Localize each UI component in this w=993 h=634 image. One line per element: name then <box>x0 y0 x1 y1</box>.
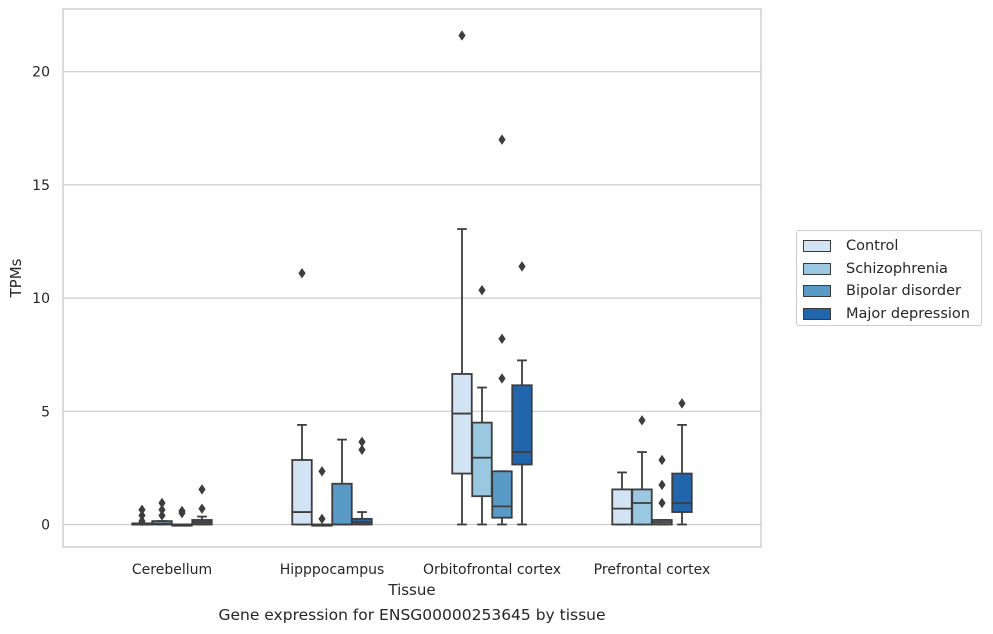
outlier-point <box>658 454 666 466</box>
box-2-3 <box>511 261 533 526</box>
outlier-point <box>298 267 306 279</box>
legend-label: Bipolar disorder <box>846 283 961 300</box>
outlier-point <box>158 497 166 509</box>
y-tick-labels: 0 5 10 15 20 <box>32 65 50 534</box>
box-0-1 <box>151 497 173 526</box>
box-iqr <box>611 488 633 526</box>
box-iqr <box>631 488 653 526</box>
box-3-3 <box>671 398 693 526</box>
legend-swatch <box>803 240 831 253</box>
outlier-point <box>158 504 166 515</box>
legend: Control Schizophrenia Bipolar disorder M… <box>796 230 982 326</box>
x-tick-labels: Cerebellum Hipppocampus Orbitofrontal cort… <box>132 562 710 578</box>
box-iqr <box>671 472 693 513</box>
legend-item-bipolar-disorder: Bipolar disorder <box>803 280 975 303</box>
outlier-point <box>158 510 166 521</box>
x-tick-label: Prefrontal cortex <box>594 562 711 578</box>
outlier-point <box>358 444 366 455</box>
box-iqr <box>291 459 313 526</box>
box-0-0 <box>131 504 153 527</box>
legend-swatch <box>803 262 831 275</box>
y-tick-label: 15 <box>32 178 50 194</box>
outlier-point <box>658 497 666 509</box>
outlier-point <box>318 513 326 525</box>
y-tick-label: 0 <box>41 518 50 534</box>
legend-item-schizophrenia: Schizophrenia <box>803 258 975 281</box>
y-tick-label: 10 <box>32 291 50 307</box>
box-iqr <box>331 482 353 526</box>
outlier-point <box>198 484 206 495</box>
box-iqr <box>451 373 473 475</box>
plot-frame <box>62 8 762 548</box>
outlier-point <box>138 504 146 515</box>
legend-swatch <box>803 307 831 320</box>
y-axis-label: TPMs <box>7 258 25 298</box>
box-layer <box>131 30 693 527</box>
y-tick-label: 20 <box>32 65 50 81</box>
box-iqr <box>491 470 513 519</box>
outlier-point <box>658 479 666 491</box>
x-tick-label: Cerebellum <box>132 562 212 578</box>
outlier-point <box>518 261 526 272</box>
box-3-2 <box>651 454 673 526</box>
x-axis-label: Tissue <box>387 581 435 599</box>
outlier-point <box>498 333 506 345</box>
legend-label: Major depression <box>846 305 970 322</box>
legend-item-major-depression: Major depression <box>803 303 975 326</box>
box-2-2 <box>491 134 513 526</box>
box-1-0 <box>291 267 313 526</box>
box-0-2 <box>171 505 193 527</box>
outlier-point <box>678 398 686 409</box>
outlier-point <box>138 510 146 521</box>
box-0-3 <box>191 484 213 526</box>
box-1-1 <box>311 466 333 527</box>
outlier-point <box>478 284 486 296</box>
outlier-point <box>358 436 366 448</box>
box-2-1 <box>471 284 493 526</box>
x-tick-label: Hipppocampus <box>280 562 385 578</box>
box-iqr <box>511 384 533 466</box>
outlier-point <box>458 30 466 41</box>
box-iqr <box>471 421 493 498</box>
box-3-1 <box>631 415 653 526</box>
outlier-point <box>498 373 506 384</box>
box-1-2 <box>331 438 353 526</box>
outlier-point <box>178 505 186 517</box>
legend-label: Schizophrenia <box>846 260 948 277</box>
outlier-point <box>498 134 506 145</box>
outlier-point <box>638 415 646 426</box>
legend-swatch <box>803 285 831 298</box>
y-tick-label: 5 <box>41 404 50 420</box>
box-3-0 <box>611 471 633 526</box>
x-tick-label: Orbitofrontal cortex <box>423 562 561 578</box>
box-2-0 <box>451 30 473 526</box>
grid-lines <box>63 71 761 526</box>
figure-caption: Gene expression for ENSG00000253645 by t… <box>218 606 606 624</box>
box-1-3 <box>351 436 373 526</box>
outlier-point <box>318 466 326 477</box>
legend-item-control: Control <box>803 235 975 258</box>
outlier-point <box>198 503 206 514</box>
outlier-point <box>138 515 146 527</box>
legend-label: Control <box>846 238 899 255</box>
